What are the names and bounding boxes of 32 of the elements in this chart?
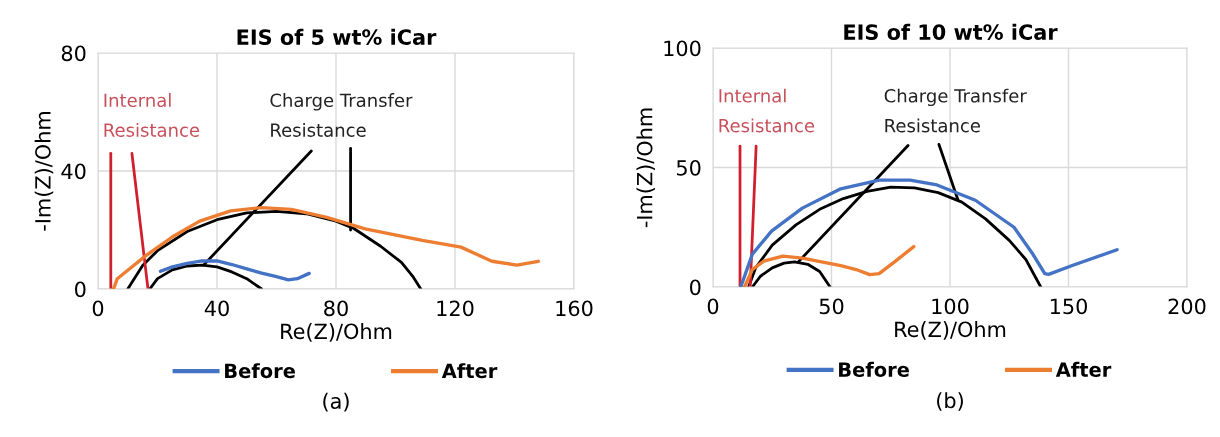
y-tick-label: 100 [664, 40, 701, 57]
x-axis-title: Re(Z)/Ohm [281, 323, 392, 342]
y-tick-label: 40 [61, 163, 86, 180]
x-tick-label: 160 [556, 300, 593, 317]
y-tick-label: 0 [690, 279, 701, 296]
chart-title: EIS of 10 wt% iCar [844, 23, 1058, 40]
text: (a) [323, 392, 349, 412]
y-axis-title: -Im(Z)/Ohm [636, 108, 655, 228]
text: (b) [937, 392, 963, 411]
legend-label: Before [225, 363, 295, 379]
annotation: Internal Resistance [104, 93, 200, 137]
x-tick-label: 100 [932, 298, 969, 315]
y-tick-label: 80 [61, 45, 86, 62]
x-tick-label: 150 [1050, 298, 1087, 315]
annotation: Charge Transfer Resistance [270, 93, 413, 137]
x-tick-label: 40 [204, 300, 229, 317]
x-tick-label: 50 [819, 298, 844, 315]
y-axis-title: -Im(Z)/Ohm [34, 112, 54, 231]
x-axis-title: Re(Z)/Ohm [895, 321, 1006, 340]
legend-label: Before [839, 361, 909, 377]
x-tick-label: 80 [324, 300, 348, 317]
x-tick-label: 0 [707, 298, 719, 315]
y-tick-label: 50 [676, 159, 701, 176]
x-tick-label: 200 [1168, 298, 1206, 315]
annotation: Charge Transfer Resistance [884, 88, 1027, 133]
chart-title: EIS of 5 wt% iCar [237, 28, 437, 45]
legend-label: After [1055, 361, 1112, 377]
annotation: Internal Resistance [719, 88, 815, 133]
y-tick-label: 0 [75, 281, 86, 298]
legend-label: After [441, 363, 498, 379]
x-tick-label: 120 [437, 300, 474, 317]
x-tick-label: 0 [92, 300, 104, 317]
